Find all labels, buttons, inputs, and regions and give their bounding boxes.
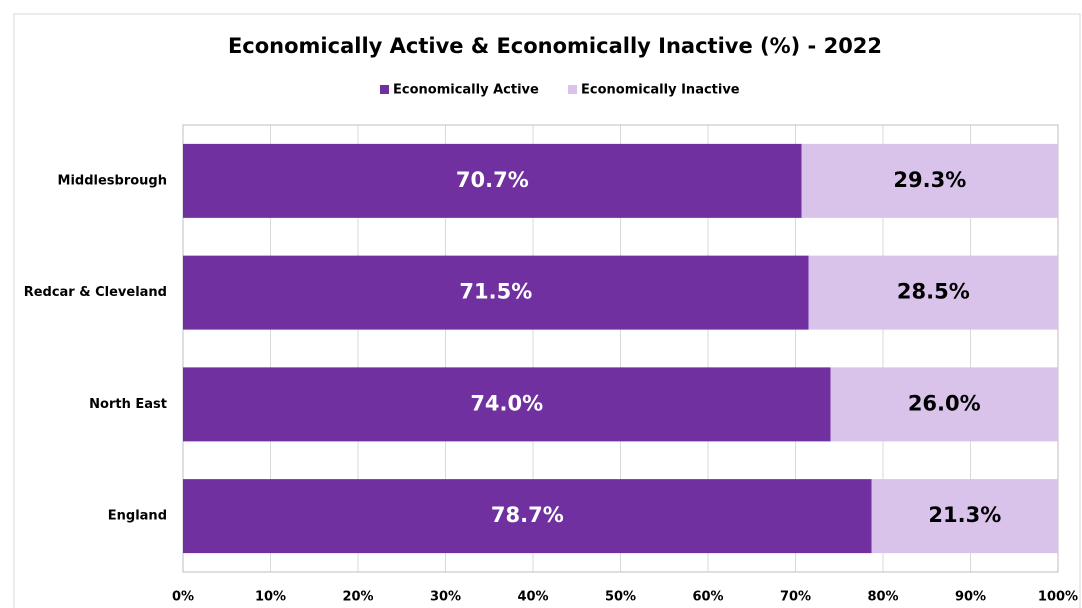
value-label: 70.7% bbox=[456, 168, 529, 192]
y-tick-label: Middlesbrough bbox=[58, 173, 167, 188]
x-tick-label: 40% bbox=[517, 590, 548, 605]
x-tick-label: 90% bbox=[955, 590, 986, 605]
legend-swatch bbox=[380, 85, 389, 94]
value-label: 78.7% bbox=[491, 503, 564, 527]
value-label: 26.0% bbox=[908, 391, 981, 415]
x-tick-label: 70% bbox=[780, 590, 811, 605]
value-label: 21.3% bbox=[928, 503, 1001, 527]
value-label: 74.0% bbox=[470, 391, 543, 415]
legend-label: Economically Inactive bbox=[581, 83, 740, 98]
legend-label: Economically Active bbox=[393, 83, 539, 98]
bar-segment bbox=[871, 479, 1058, 554]
x-tick-label: 0% bbox=[172, 590, 194, 605]
bar-segment bbox=[801, 143, 1058, 218]
y-tick-label: North East bbox=[89, 397, 167, 412]
bar-segment bbox=[808, 255, 1058, 330]
plot-border bbox=[182, 124, 1059, 573]
bar-segment bbox=[183, 143, 802, 218]
value-label: 28.5% bbox=[897, 280, 970, 304]
x-tick-label: 50% bbox=[605, 590, 636, 605]
bar-segment bbox=[183, 479, 872, 554]
x-tick-label: 30% bbox=[430, 590, 461, 605]
legend-swatch bbox=[568, 85, 577, 94]
x-tick-label: 10% bbox=[255, 590, 286, 605]
x-tick-label: 100% bbox=[1038, 590, 1078, 605]
x-tick-label: 20% bbox=[342, 590, 373, 605]
value-label: 71.5% bbox=[459, 280, 532, 304]
value-label: 29.3% bbox=[893, 168, 966, 192]
bar-segment bbox=[830, 367, 1058, 442]
y-tick-label: England bbox=[108, 509, 167, 524]
bar-segment bbox=[183, 367, 831, 442]
y-tick-label: Redcar & Cleveland bbox=[24, 285, 167, 300]
chart-title: Economically Active & Economically Inact… bbox=[228, 34, 882, 58]
x-tick-label: 60% bbox=[692, 590, 723, 605]
bar-segment bbox=[183, 255, 809, 330]
x-tick-label: 80% bbox=[867, 590, 898, 605]
